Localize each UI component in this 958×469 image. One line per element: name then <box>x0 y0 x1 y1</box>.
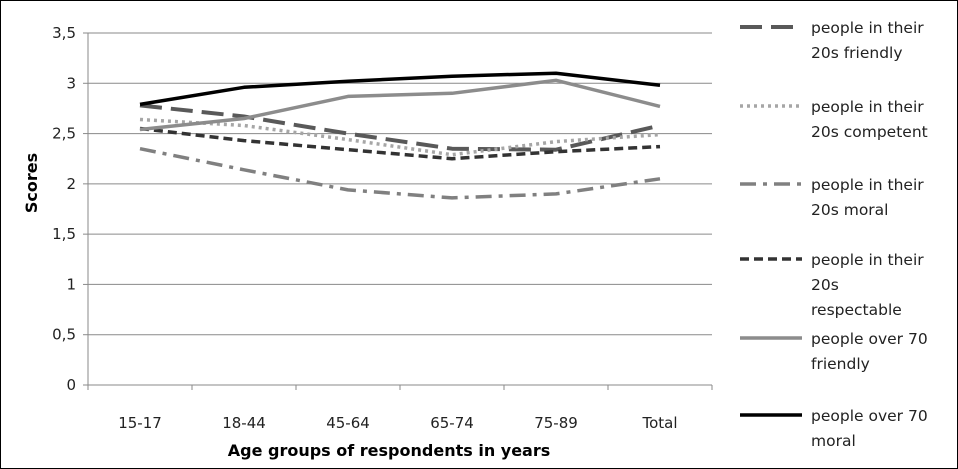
x-axis-title: Age groups of respondents in years <box>228 441 551 460</box>
legend-label-3: respectable <box>811 301 902 319</box>
gridlines <box>83 32 712 386</box>
y-tick-label: 0 <box>66 376 76 394</box>
legend-label-2: people in their <box>811 176 924 194</box>
series-line-0 <box>139 103 661 152</box>
legend: people in their 20s friendly people in the… <box>740 19 928 450</box>
legend-label-1: 20s competent <box>811 123 928 141</box>
y-tick-label: 1,5 <box>52 225 76 243</box>
y-axis-title: Scores <box>22 153 41 213</box>
legend-label-4: people over 70 <box>811 330 928 348</box>
y-tick-label: 1 <box>66 275 76 293</box>
legend-label-3: people in their <box>811 251 924 269</box>
series-line-3 <box>139 126 661 161</box>
x-tick-label: 65-74 <box>430 414 474 432</box>
y-axis-ticks: 0 0,5 1 1,5 2 2,5 3 3,5 <box>52 24 76 394</box>
x-tick-label: 18-44 <box>222 414 266 432</box>
legend-label-4: friendly <box>811 355 870 373</box>
series-lines <box>139 71 661 200</box>
legend-label-1: people in their <box>811 98 924 116</box>
x-tick-label: Total <box>641 414 677 432</box>
y-tick-label: 3 <box>66 74 76 92</box>
x-tick-label: 75-89 <box>534 414 578 432</box>
legend-label-5: people over 70 <box>811 407 928 425</box>
y-tick-label: 0,5 <box>52 326 76 344</box>
x-tick-label: 45-64 <box>326 414 370 432</box>
series-line-4 <box>139 78 661 132</box>
legend-label-0: 20s friendly <box>811 44 903 62</box>
series-line-1 <box>139 117 661 157</box>
legend-label-3: 20s <box>811 276 839 294</box>
y-tick-label: 2,5 <box>52 125 76 143</box>
y-tick-label: 2 <box>66 175 76 193</box>
legend-label-0: people in their <box>811 19 924 37</box>
x-axis-ticks: 15-17 18-44 45-64 65-74 75-89 Total <box>87 385 713 432</box>
series-line-2 <box>139 146 661 200</box>
series-line-5 <box>139 71 661 107</box>
legend-label-5: moral <box>811 432 856 450</box>
x-tick-label: 15-17 <box>118 414 162 432</box>
legend-label-2: 20s moral <box>811 201 889 219</box>
y-tick-label: 3,5 <box>52 24 76 42</box>
